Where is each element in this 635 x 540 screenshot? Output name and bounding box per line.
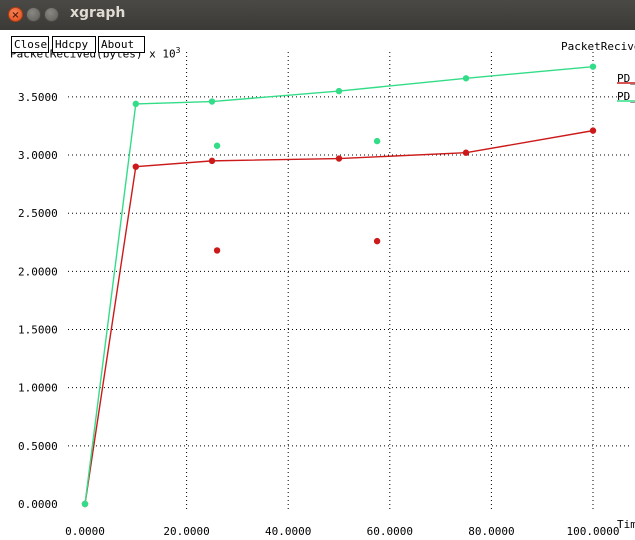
data-point-series-2 bbox=[462, 75, 470, 82]
close-button[interactable]: Close bbox=[11, 36, 49, 53]
scatter-point-series-1 bbox=[213, 247, 221, 254]
legend-label-series-2: PD_ bbox=[617, 90, 635, 103]
window-close-icon[interactable]: × bbox=[8, 7, 23, 22]
x-tick-label: 80.0000 bbox=[468, 525, 514, 538]
window-minimize-icon[interactable] bbox=[26, 7, 41, 22]
data-point-series-2 bbox=[81, 500, 89, 508]
y-tick-label: 2.0000 bbox=[18, 265, 58, 278]
y-tick-label: 2.5000 bbox=[18, 207, 58, 220]
y-tick-label: 1.0000 bbox=[18, 382, 58, 395]
y-axis-label-exponent: 3 bbox=[175, 46, 181, 55]
about-button[interactable]: About bbox=[98, 36, 145, 53]
plot-title: PacketRecive bbox=[561, 40, 635, 53]
series-line-1 bbox=[84, 129, 594, 505]
y-axis-label-scale: x 10 bbox=[142, 47, 176, 61]
x-tick-label: 40.0000 bbox=[265, 525, 311, 538]
data-point-series-2 bbox=[335, 87, 343, 95]
x-tick-label: 60.0000 bbox=[367, 525, 413, 538]
scatter-point-series-2 bbox=[213, 142, 221, 149]
data-point-series-1 bbox=[589, 127, 597, 134]
y-tick-label: 0.0000 bbox=[18, 498, 58, 511]
data-point-series-2 bbox=[208, 98, 216, 105]
legend-label-series-1: PD_ bbox=[617, 72, 635, 85]
window-maximize-icon[interactable] bbox=[44, 7, 59, 22]
window-titlebar: × xgraph bbox=[0, 0, 635, 30]
y-tick-label: 0.5000 bbox=[18, 440, 58, 453]
data-point-series-1 bbox=[462, 149, 470, 156]
data-point-series-1 bbox=[208, 157, 216, 165]
data-point-series-2 bbox=[589, 63, 597, 70]
hdcpy-button[interactable]: Hdcpy bbox=[52, 36, 96, 53]
data-point-series-1 bbox=[132, 163, 139, 170]
window-title: xgraph bbox=[70, 5, 126, 21]
scatter-point-series-2 bbox=[373, 137, 381, 145]
scatter-point-series-1 bbox=[373, 237, 381, 245]
series-line-2 bbox=[84, 65, 594, 505]
data-point-series-2 bbox=[132, 100, 139, 108]
x-tick-label: 0.0000 bbox=[65, 525, 105, 538]
data-point-series-1 bbox=[335, 155, 343, 162]
y-tick-label: 3.5000 bbox=[18, 91, 58, 104]
x-tick-label: 100.0000 bbox=[567, 525, 620, 538]
y-tick-label: 3.0000 bbox=[18, 149, 58, 162]
y-tick-label: 1.5000 bbox=[18, 324, 58, 337]
x-axis-label: Tim bbox=[617, 518, 635, 531]
x-tick-label: 20.0000 bbox=[163, 525, 209, 538]
